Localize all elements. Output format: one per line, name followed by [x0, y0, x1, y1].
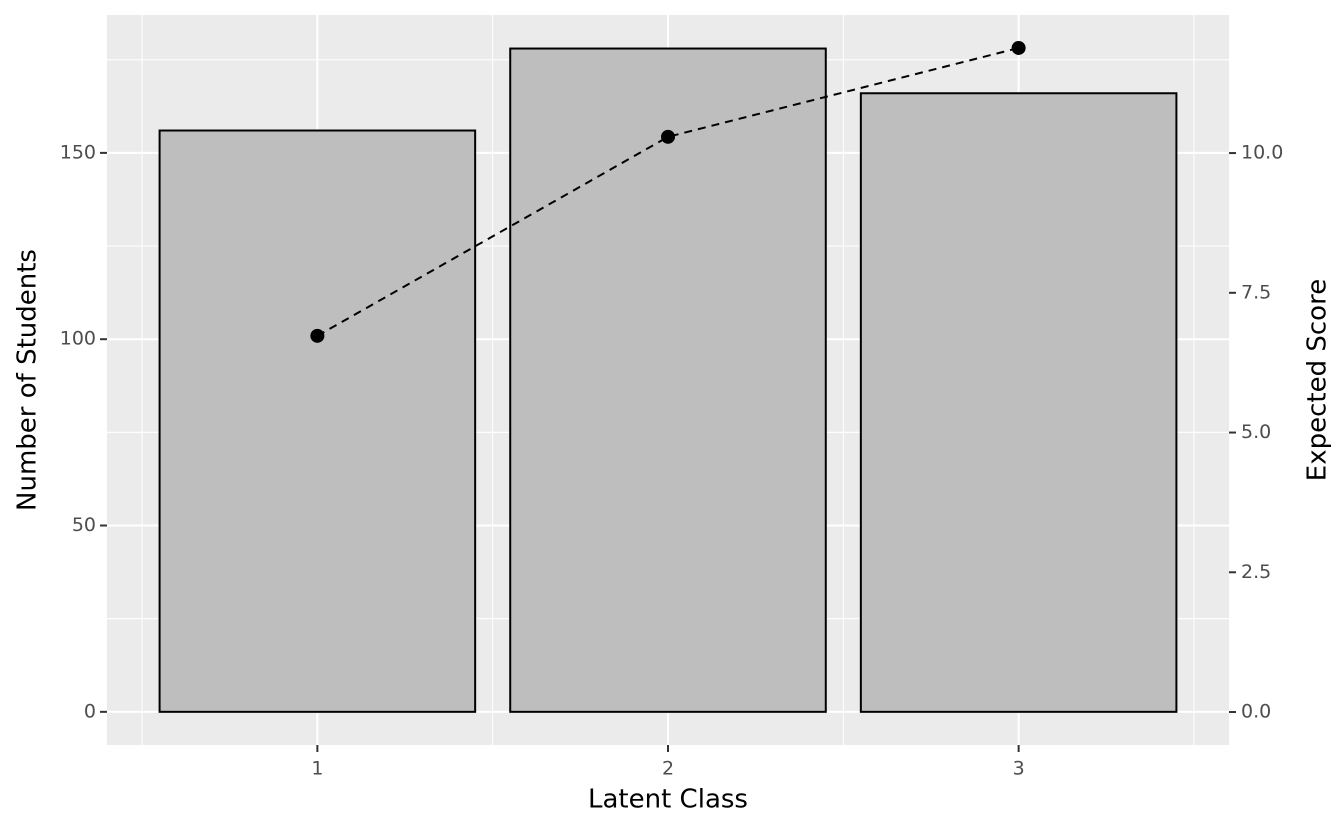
y-axis-title: Number of Students [13, 249, 43, 511]
x-axis-title: Latent Class [588, 785, 748, 815]
bar [859, 92, 1178, 713]
point [310, 328, 325, 343]
y2-tick-label: 2.5 [1241, 561, 1271, 583]
y-tick-label: 0 [84, 700, 96, 722]
point [661, 129, 675, 144]
x-tick-label: 3 [1013, 758, 1025, 780]
bar [509, 47, 827, 713]
x-tick-label: 2 [662, 758, 674, 780]
y-tick-label: 150 [60, 141, 96, 163]
point [1011, 40, 1026, 55]
x-tick-label: 1 [311, 758, 323, 780]
y2-tick-label: 0.0 [1241, 701, 1271, 723]
line [316, 47, 1019, 337]
y2-tick-label: 5.0 [1241, 421, 1271, 443]
y2-axis-title: Expected Score [1303, 279, 1333, 481]
y2-tick-label: 10.0 [1241, 142, 1283, 164]
y2-tick-label: 7.5 [1241, 281, 1271, 303]
y-tick-label: 100 [60, 328, 96, 350]
y-tick-label: 50 [72, 514, 96, 536]
bar [158, 129, 477, 713]
